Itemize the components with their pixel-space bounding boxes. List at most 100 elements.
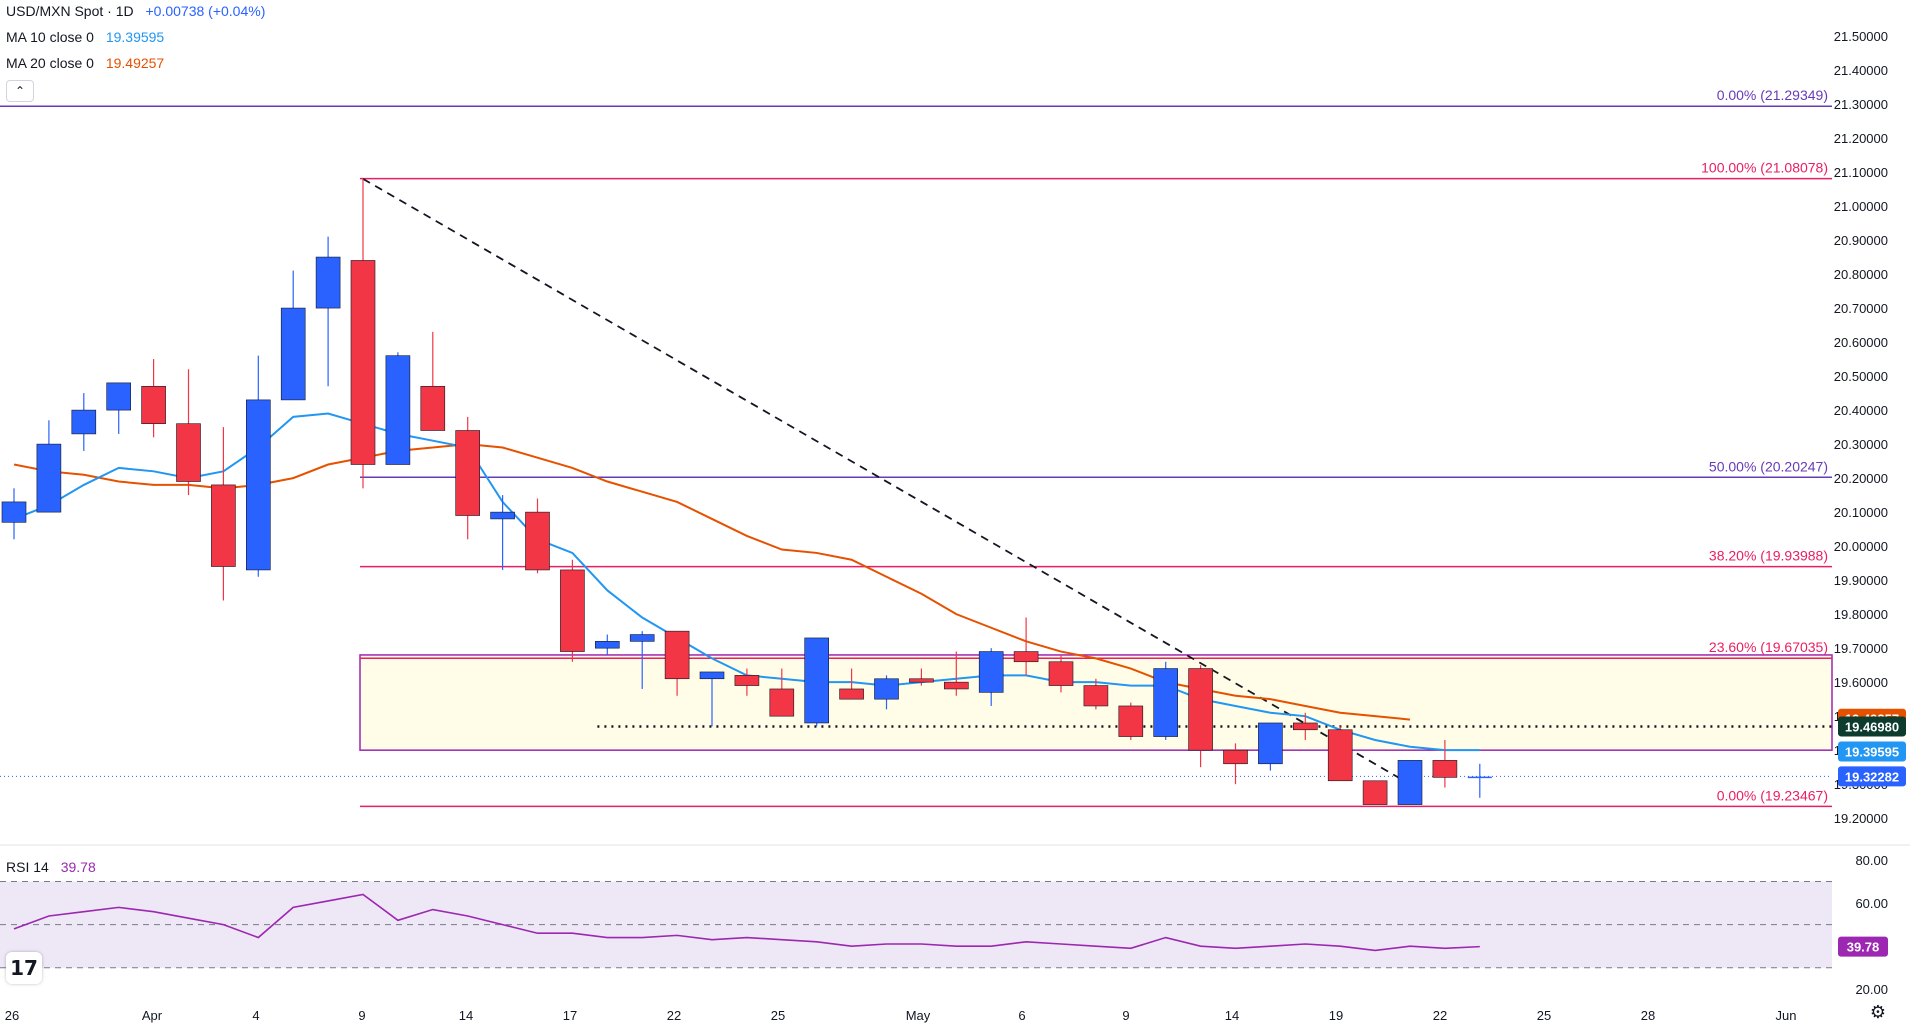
ma20-legend[interactable]: MA 20 close 0 19.49257 bbox=[6, 54, 164, 72]
candle-body bbox=[664, 630, 690, 680]
rsi-legend[interactable]: RSI 14 39.78 bbox=[6, 858, 96, 876]
candle bbox=[420, 331, 446, 431]
candle bbox=[1467, 763, 1492, 798]
price-tick-label: 20.20000 bbox=[1834, 471, 1888, 486]
downtrend-line bbox=[362, 178, 1411, 785]
fib-label: 0.00% (21.29349) bbox=[1717, 87, 1828, 103]
fib-label: 100.00% (21.08078) bbox=[1701, 160, 1828, 176]
price-tick-label: 20.40000 bbox=[1834, 403, 1888, 418]
price-tick-label: 20.00000 bbox=[1834, 539, 1888, 554]
candle bbox=[36, 420, 62, 513]
price-axis: 19.2000019.3000019.4000019.5000019.60000… bbox=[1834, 29, 1906, 997]
time-tick-label: 28 bbox=[1641, 1008, 1655, 1023]
candle bbox=[629, 631, 655, 689]
axis-price-badge-text: 19.39595 bbox=[1845, 745, 1899, 760]
candle bbox=[141, 359, 166, 438]
candle bbox=[525, 498, 550, 574]
candle-body bbox=[1258, 722, 1283, 765]
candle-body bbox=[1188, 668, 1213, 751]
price-tick-label: 20.80000 bbox=[1834, 267, 1888, 282]
candle-body bbox=[350, 260, 376, 465]
candle-body bbox=[734, 675, 760, 686]
candle bbox=[804, 637, 830, 727]
candle bbox=[455, 416, 481, 540]
candle-body bbox=[1397, 760, 1423, 805]
price-tick-label: 21.10000 bbox=[1834, 165, 1888, 180]
candle bbox=[1048, 654, 1074, 693]
time-tick-label: 14 bbox=[459, 1008, 473, 1023]
chevron-up-icon[interactable]: ⌃ bbox=[6, 80, 34, 102]
fib-label: 38.20% (19.93988) bbox=[1709, 548, 1828, 564]
axis-price-badge bbox=[1838, 716, 1906, 737]
ma10-legend[interactable]: MA 10 close 0 19.39595 bbox=[6, 28, 164, 46]
axis-price-badge-text: 19.46980 bbox=[1845, 719, 1899, 734]
candle bbox=[699, 671, 725, 727]
candle-body bbox=[1223, 749, 1248, 765]
candle-body bbox=[699, 671, 725, 680]
price-tick-label: 19.20000 bbox=[1834, 811, 1888, 826]
candle bbox=[490, 495, 515, 570]
time-tick-label: 4 bbox=[252, 1008, 259, 1023]
time-tick-label: 17 bbox=[563, 1008, 577, 1023]
price-tick-label: 21.50000 bbox=[1834, 29, 1888, 44]
candle-body bbox=[874, 678, 899, 700]
fib-label: 23.60% (19.67035) bbox=[1709, 639, 1828, 655]
price-tick-label: 21.40000 bbox=[1834, 63, 1888, 78]
rsi-tick-label: 80.00 bbox=[1855, 853, 1888, 868]
candle-body bbox=[804, 637, 830, 724]
axis-price-badge bbox=[1838, 741, 1906, 762]
gear-icon[interactable]: ⚙ bbox=[1869, 1002, 1887, 1023]
time-tick-label: Jun bbox=[1776, 1008, 1797, 1023]
price-tick-label: 20.90000 bbox=[1834, 233, 1888, 248]
candle-body bbox=[1013, 651, 1039, 663]
candle bbox=[1362, 780, 1388, 805]
candle bbox=[1397, 760, 1423, 805]
price-tick-label: 20.50000 bbox=[1834, 369, 1888, 384]
rsi-tick-label: 60.00 bbox=[1855, 896, 1888, 911]
candle bbox=[280, 270, 306, 401]
candle bbox=[106, 382, 131, 434]
candle-body bbox=[909, 678, 934, 683]
time-tick-label: 25 bbox=[771, 1008, 785, 1023]
candle bbox=[734, 668, 760, 696]
time-tick-label: 25 bbox=[1537, 1008, 1551, 1023]
price-change: +0.00738 (+0.04%) bbox=[145, 3, 266, 19]
time-tick-label: 14 bbox=[1225, 1008, 1239, 1023]
candle-body bbox=[629, 634, 655, 642]
candle bbox=[1, 488, 27, 540]
rsi-value: 39.78 bbox=[60, 859, 96, 875]
rsi-axis-badge-text: 39.78 bbox=[1847, 940, 1880, 955]
candle-body bbox=[246, 399, 271, 571]
time-tick-label: 26 bbox=[5, 1008, 19, 1023]
candle bbox=[1293, 712, 1318, 740]
price-tick-label: 19.60000 bbox=[1834, 675, 1888, 690]
fibonacci-retracement: 0.00% (21.29349) 100.00% (21.08078) 50.00%… bbox=[0, 87, 1833, 808]
candle-body bbox=[211, 484, 236, 567]
rsi-axis-badge bbox=[1838, 936, 1888, 957]
candle-body bbox=[839, 688, 864, 700]
symbol-title: USD/MXN Spot · 1D bbox=[6, 3, 134, 19]
candle-body bbox=[525, 511, 550, 571]
candle-body bbox=[106, 382, 131, 411]
symbol-legend: USD/MXN Spot · 1D +0.00738 (+0.04%) bbox=[6, 2, 265, 20]
tradingview-logo-icon[interactable]: 17 bbox=[6, 952, 42, 984]
candle-body bbox=[455, 430, 481, 516]
candle-body bbox=[141, 385, 166, 425]
candle bbox=[1188, 665, 1213, 768]
ma20-label: MA 20 close 0 bbox=[6, 55, 94, 71]
axis-price-badge bbox=[1838, 766, 1906, 787]
candle-body bbox=[594, 641, 620, 649]
candle bbox=[211, 427, 236, 601]
time-tick-label: Apr bbox=[142, 1008, 163, 1023]
candle-body bbox=[176, 423, 201, 482]
candle-body bbox=[560, 569, 585, 652]
candle-body bbox=[280, 307, 306, 401]
candle bbox=[176, 369, 201, 496]
candle bbox=[1013, 617, 1039, 676]
candle bbox=[1432, 739, 1458, 788]
price-tick-label: 20.30000 bbox=[1834, 437, 1888, 452]
candle bbox=[71, 393, 97, 451]
candle bbox=[1118, 702, 1144, 740]
ma10-label: MA 10 close 0 bbox=[6, 29, 94, 45]
